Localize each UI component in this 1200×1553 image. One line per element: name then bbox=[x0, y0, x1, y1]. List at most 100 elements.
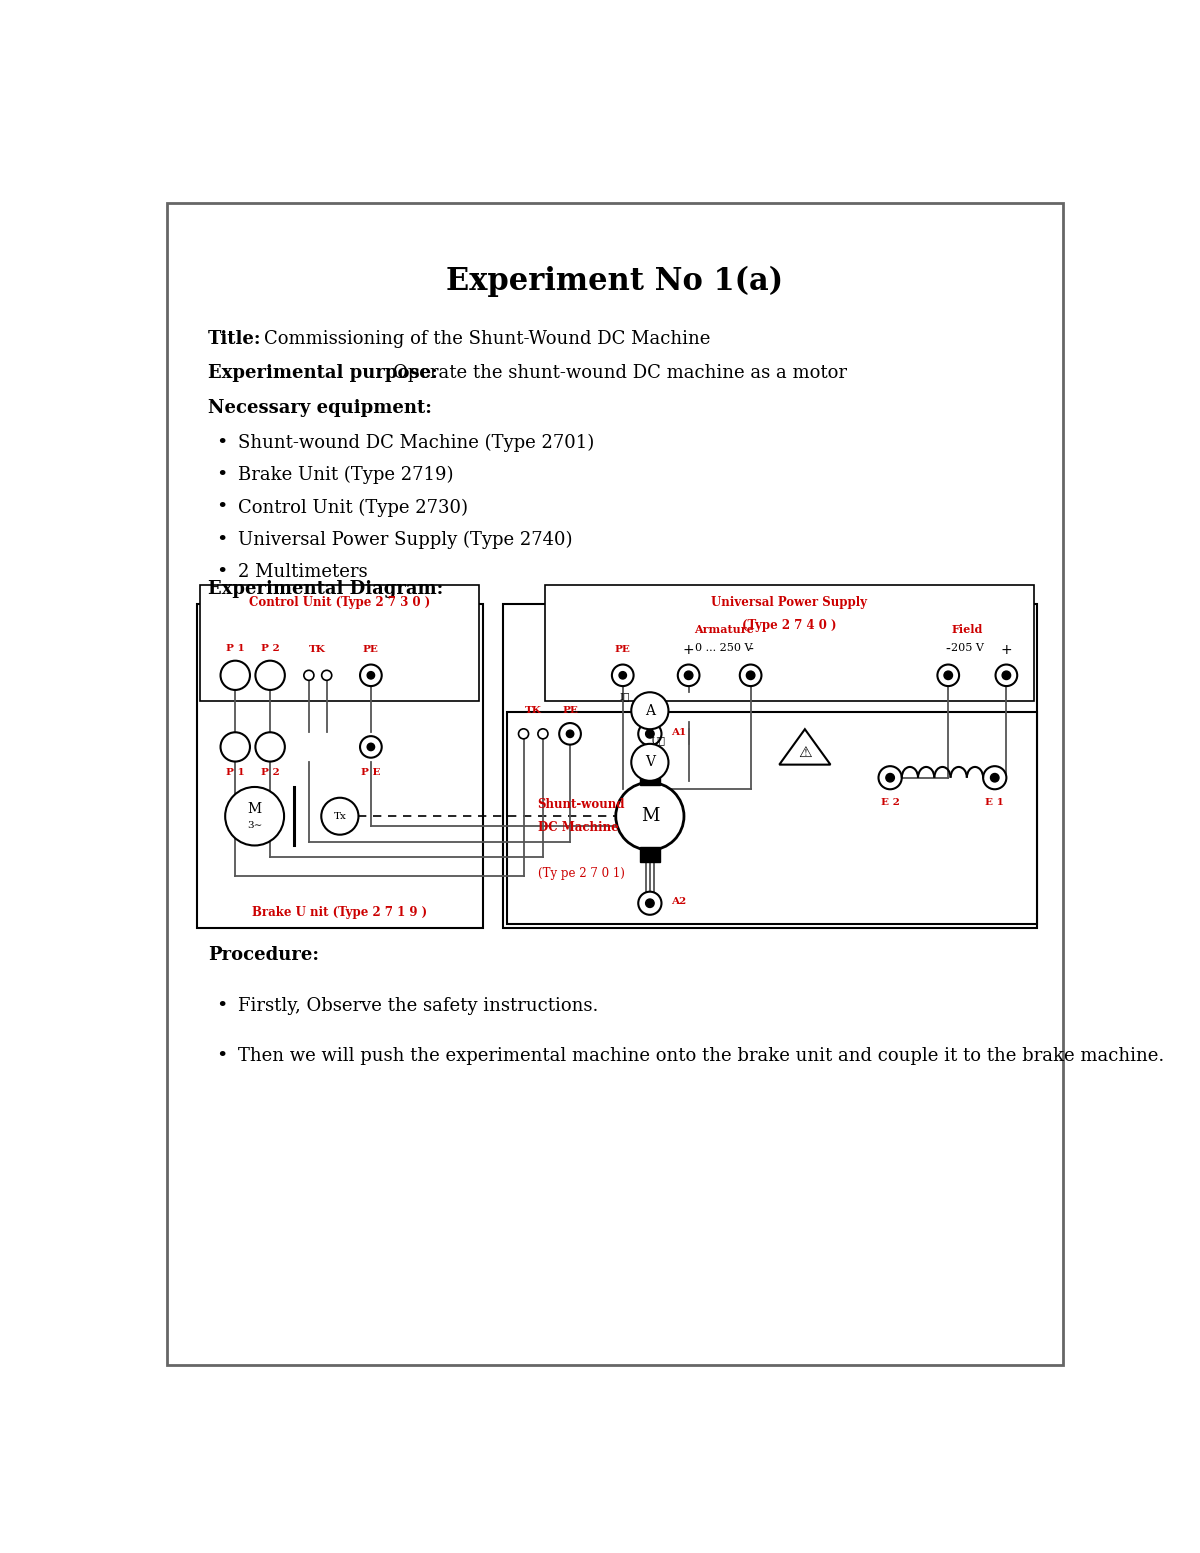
Circle shape bbox=[878, 766, 901, 789]
Text: (Type 2 7 4 0 ): (Type 2 7 4 0 ) bbox=[742, 618, 836, 632]
Bar bbox=[640, 770, 660, 786]
Text: +: + bbox=[1001, 643, 1012, 657]
Circle shape bbox=[886, 773, 894, 783]
Polygon shape bbox=[779, 730, 830, 764]
Circle shape bbox=[304, 671, 314, 680]
Circle shape bbox=[559, 724, 581, 744]
Circle shape bbox=[631, 693, 668, 730]
Text: Commissioning of the Shunt-Wound DC Machine: Commissioning of the Shunt-Wound DC Mach… bbox=[264, 329, 710, 348]
Text: -: - bbox=[946, 643, 950, 657]
Text: A2: A2 bbox=[671, 898, 686, 907]
Text: +: + bbox=[683, 643, 695, 657]
Circle shape bbox=[746, 671, 755, 680]
Text: •: • bbox=[216, 1047, 228, 1065]
Text: Control Unit (Type 2 7 3 0 ): Control Unit (Type 2 7 3 0 ) bbox=[250, 596, 431, 609]
Circle shape bbox=[678, 665, 700, 686]
Circle shape bbox=[322, 671, 331, 680]
Bar bbox=[200, 585, 479, 700]
Text: P 1: P 1 bbox=[226, 644, 245, 652]
Text: Operate the shunt-wound DC machine as a motor: Operate the shunt-wound DC machine as a … bbox=[392, 365, 846, 382]
Text: (Ty pe 2 7 0 1): (Ty pe 2 7 0 1) bbox=[538, 868, 624, 881]
Text: Control Unit (Type 2730): Control Unit (Type 2730) bbox=[238, 499, 468, 517]
Circle shape bbox=[1002, 671, 1010, 680]
Text: U⁁: U⁁ bbox=[650, 736, 665, 745]
Bar bbox=[506, 713, 1037, 924]
Text: •: • bbox=[216, 433, 228, 452]
Bar bbox=[640, 846, 660, 862]
Text: PE: PE bbox=[614, 646, 631, 654]
Text: PE: PE bbox=[562, 707, 578, 716]
Circle shape bbox=[631, 744, 668, 781]
Text: A1: A1 bbox=[671, 728, 686, 736]
Circle shape bbox=[616, 783, 684, 849]
Text: •: • bbox=[216, 466, 228, 485]
Text: Shunt-wound: Shunt-wound bbox=[538, 798, 625, 811]
Text: M: M bbox=[641, 808, 659, 825]
Text: •: • bbox=[216, 531, 228, 548]
Text: Universal Power Supply (Type 2740): Universal Power Supply (Type 2740) bbox=[238, 531, 572, 548]
Circle shape bbox=[983, 766, 1007, 789]
Circle shape bbox=[221, 660, 250, 690]
Circle shape bbox=[739, 665, 762, 686]
Text: Tx: Tx bbox=[334, 812, 347, 820]
Text: I⁁: I⁁ bbox=[619, 693, 630, 702]
Text: M: M bbox=[247, 801, 262, 815]
Circle shape bbox=[221, 733, 250, 761]
Text: TK: TK bbox=[524, 707, 541, 716]
Circle shape bbox=[226, 787, 284, 845]
Text: -: - bbox=[748, 643, 754, 657]
Text: P 2: P 2 bbox=[260, 644, 280, 652]
Text: Brake U nit (Type 2 7 1 9 ): Brake U nit (Type 2 7 1 9 ) bbox=[252, 905, 427, 919]
Text: Shunt-wound DC Machine (Type 2701): Shunt-wound DC Machine (Type 2701) bbox=[238, 433, 594, 452]
Circle shape bbox=[360, 665, 382, 686]
Bar bbox=[503, 604, 1037, 927]
Text: DC Machine: DC Machine bbox=[538, 822, 618, 834]
Text: PE: PE bbox=[362, 646, 379, 654]
Circle shape bbox=[566, 730, 574, 738]
Text: Then we will push the experimental machine onto the brake unit and couple it to : Then we will push the experimental machi… bbox=[238, 1047, 1164, 1065]
Text: Necessary equipment:: Necessary equipment: bbox=[208, 399, 432, 418]
Text: Experimental purpose:: Experimental purpose: bbox=[208, 365, 438, 382]
Text: Title:: Title: bbox=[208, 329, 262, 348]
Text: 0 ... 250 V: 0 ... 250 V bbox=[695, 643, 752, 654]
Circle shape bbox=[638, 722, 661, 745]
Bar bbox=[545, 585, 1033, 700]
Text: TK: TK bbox=[310, 646, 326, 654]
Circle shape bbox=[944, 671, 953, 680]
Text: Brake Unit (Type 2719): Brake Unit (Type 2719) bbox=[238, 466, 454, 485]
Circle shape bbox=[684, 671, 692, 680]
Text: 2 Multimeters: 2 Multimeters bbox=[238, 564, 367, 581]
Text: 3∼: 3∼ bbox=[247, 822, 263, 829]
Text: P 2: P 2 bbox=[260, 767, 280, 776]
Circle shape bbox=[256, 660, 284, 690]
Text: V: V bbox=[644, 755, 655, 769]
Text: Field: Field bbox=[952, 624, 983, 635]
Circle shape bbox=[619, 671, 626, 679]
Text: Procedure:: Procedure: bbox=[208, 946, 319, 964]
Circle shape bbox=[538, 728, 548, 739]
Circle shape bbox=[367, 744, 374, 750]
Text: P 1: P 1 bbox=[226, 767, 245, 776]
Text: •: • bbox=[216, 499, 228, 517]
Circle shape bbox=[990, 773, 1000, 783]
Text: P E: P E bbox=[361, 767, 380, 776]
Text: Experiment No 1(a): Experiment No 1(a) bbox=[446, 266, 784, 297]
Circle shape bbox=[367, 671, 374, 679]
Text: E 1: E 1 bbox=[985, 798, 1004, 808]
Circle shape bbox=[256, 733, 284, 761]
Circle shape bbox=[646, 730, 654, 738]
Text: Firstly, Observe the safety instructions.: Firstly, Observe the safety instructions… bbox=[238, 997, 598, 1016]
Circle shape bbox=[360, 736, 382, 758]
Text: E 2: E 2 bbox=[881, 798, 900, 808]
Text: Universal Power Supply: Universal Power Supply bbox=[712, 596, 868, 609]
Circle shape bbox=[996, 665, 1018, 686]
Text: •: • bbox=[216, 997, 228, 1016]
Circle shape bbox=[322, 798, 359, 834]
Text: Armature: Armature bbox=[694, 624, 754, 635]
Text: ⚠: ⚠ bbox=[798, 745, 811, 759]
Circle shape bbox=[612, 665, 634, 686]
Circle shape bbox=[638, 891, 661, 915]
Text: •: • bbox=[216, 564, 228, 581]
Circle shape bbox=[518, 728, 528, 739]
Text: A: A bbox=[644, 704, 655, 717]
